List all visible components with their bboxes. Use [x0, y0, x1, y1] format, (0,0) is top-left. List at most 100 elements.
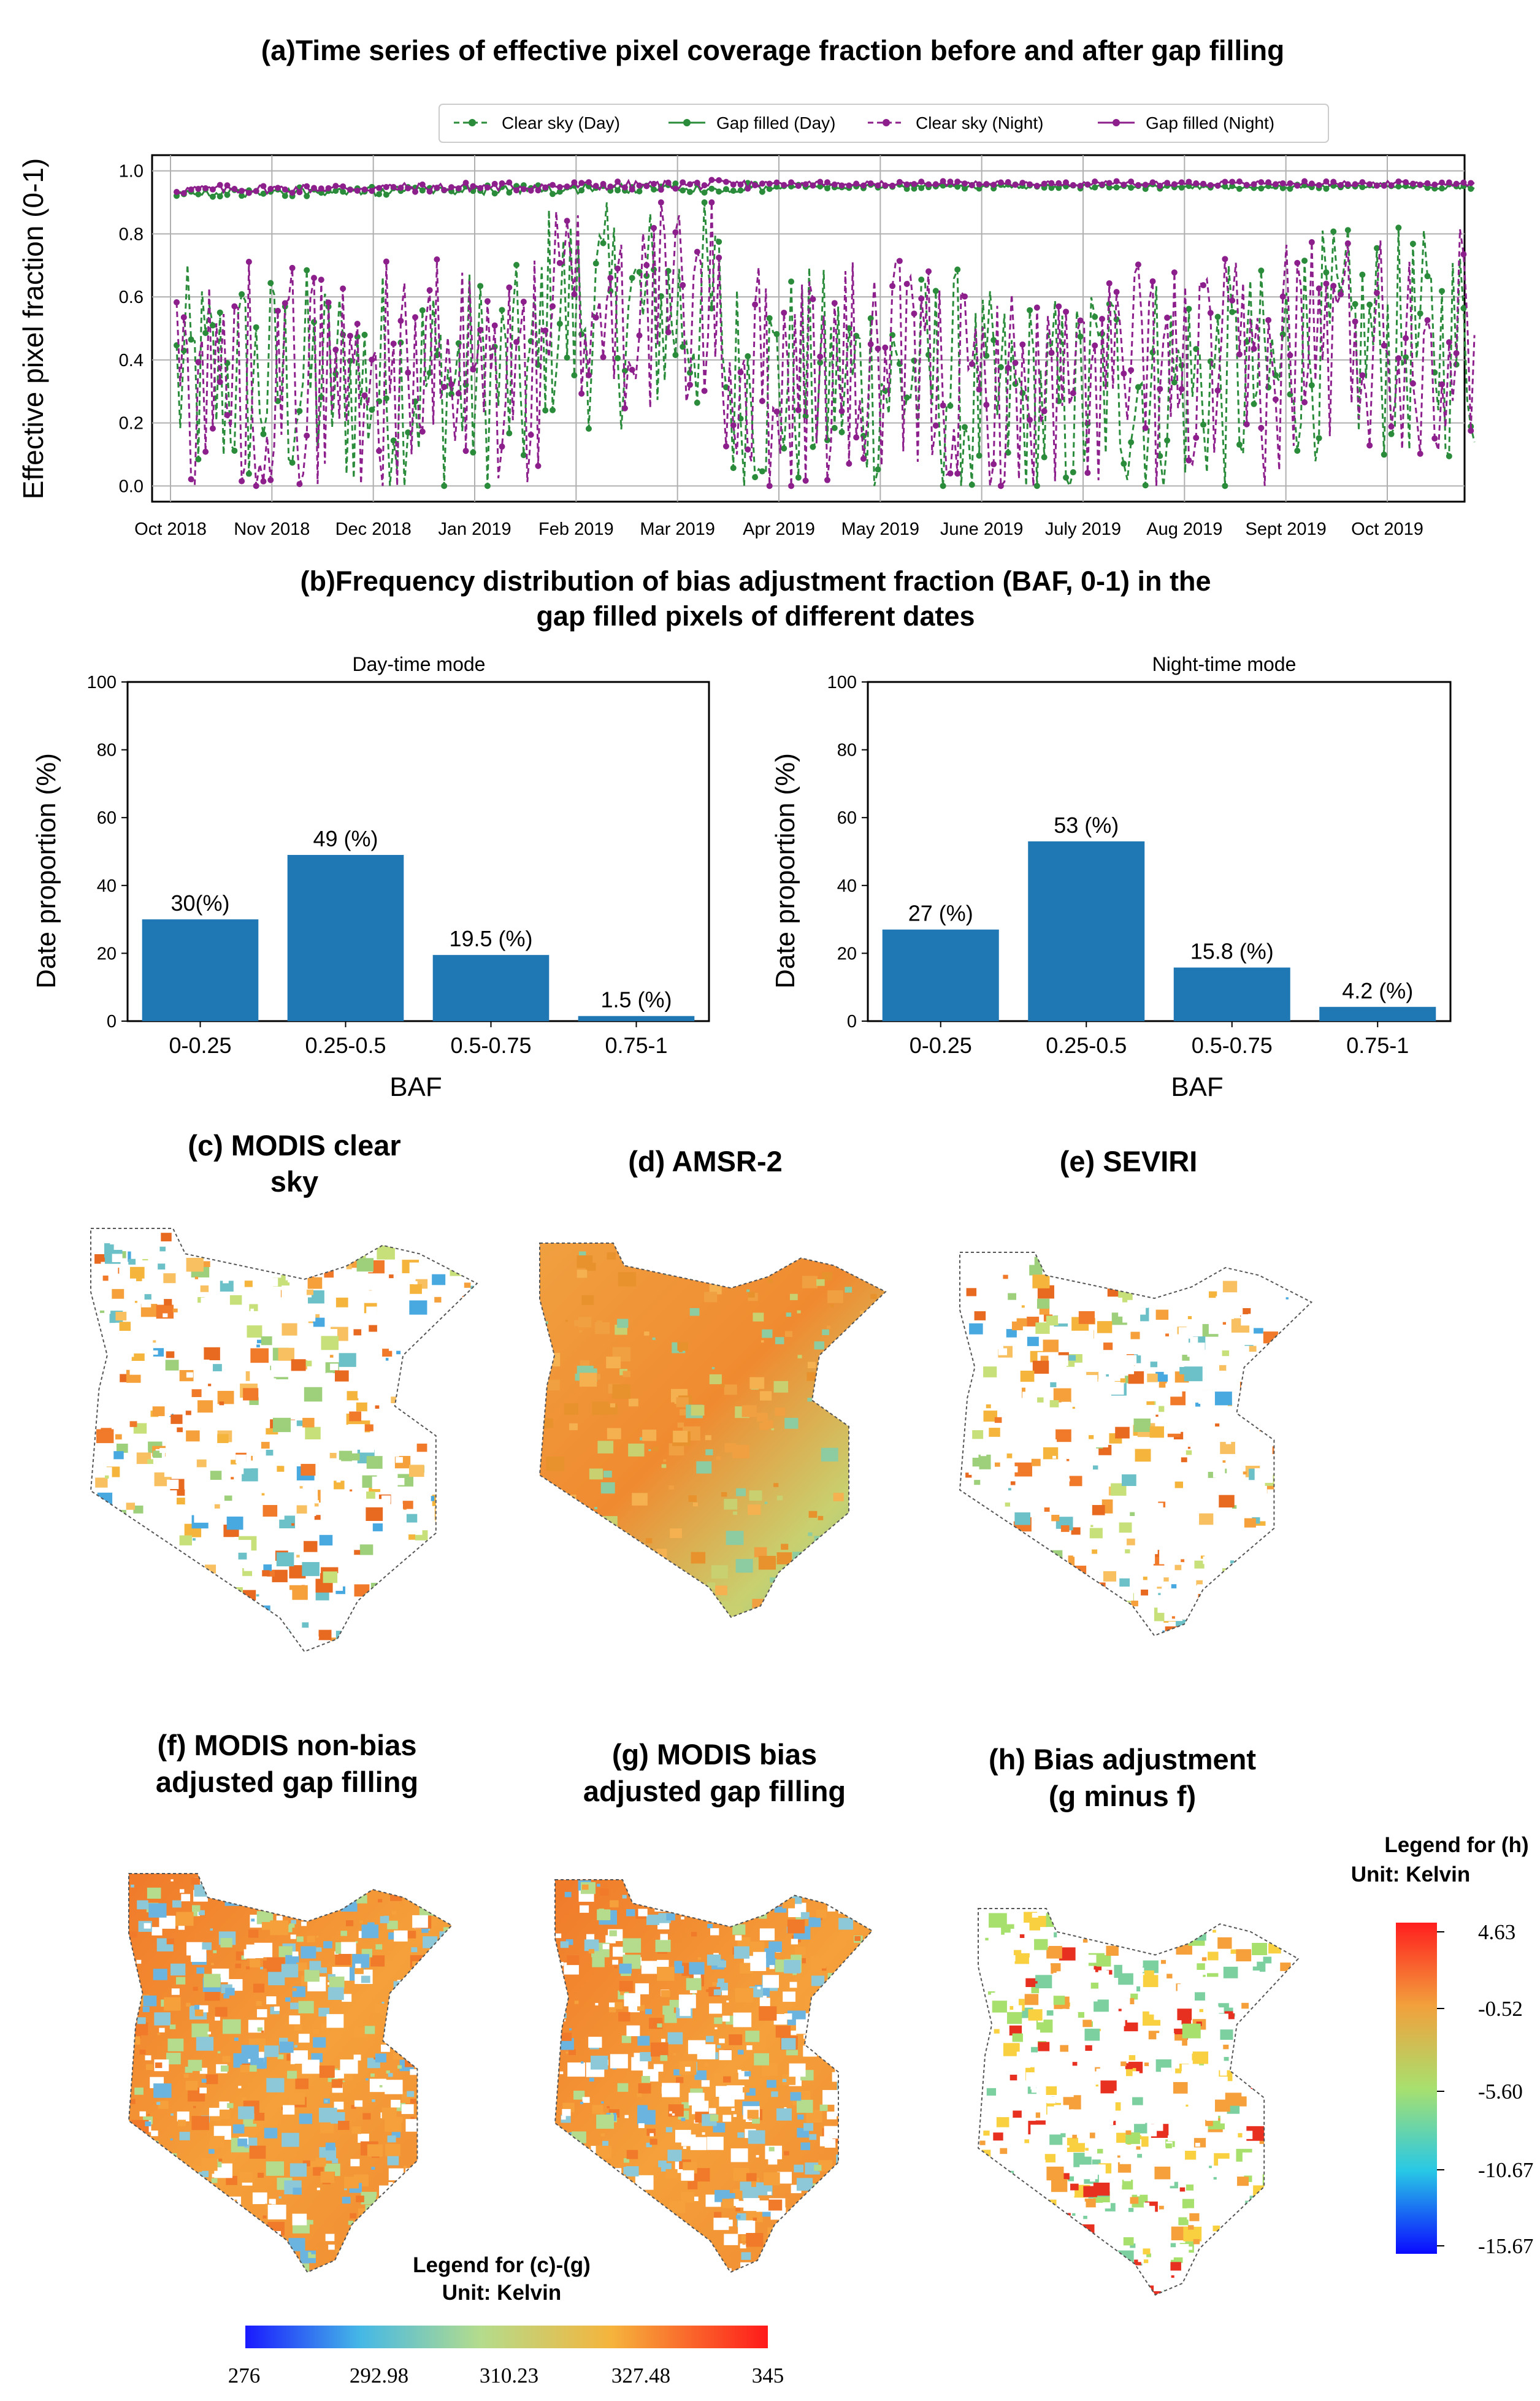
map-c-title: (c) MODIS clear sky [188, 1129, 400, 1198]
series-point [665, 329, 672, 335]
series-point [369, 407, 375, 413]
series-point [405, 429, 412, 436]
panel-a-ytick: 0.8 [119, 224, 144, 244]
series-point [332, 183, 339, 190]
series-point [1279, 293, 1286, 300]
legend-cg-tick: 292.98 [350, 2364, 408, 2388]
series-point [722, 178, 729, 185]
series-point [1424, 317, 1431, 324]
series-point [997, 179, 1004, 186]
series-point [1330, 178, 1337, 185]
series-point [940, 178, 946, 185]
series-clear-sky-night- [174, 199, 1476, 489]
series-point [1439, 381, 1446, 388]
series-point [397, 185, 404, 191]
bar-category-label: 0-0.25 [169, 1033, 231, 1058]
series-point [1055, 180, 1062, 186]
series-point [188, 186, 194, 193]
series-point [209, 425, 216, 432]
series-point [390, 340, 397, 347]
map-f-title: (f) MODIS non-bias adjusted gap filling [156, 1729, 418, 1798]
bar-ytick: 0 [107, 1012, 117, 1032]
series-point [1431, 182, 1438, 188]
series-point [1222, 178, 1228, 185]
series-point [383, 183, 389, 190]
series-point [1338, 291, 1344, 297]
bar-value-label: 4.2 (%) [1342, 978, 1413, 1003]
series-point [932, 181, 939, 188]
series-point [701, 199, 708, 206]
series-point [903, 181, 910, 188]
series-point [1207, 182, 1214, 188]
series-point [1431, 435, 1438, 442]
series-point [1409, 240, 1416, 247]
series-point [383, 258, 389, 265]
series-point [1063, 474, 1070, 481]
series-point [195, 185, 202, 192]
series-point [318, 185, 324, 192]
series-point [1186, 457, 1192, 464]
series-point [1366, 301, 1373, 308]
series-point [419, 307, 426, 313]
series-point [1258, 424, 1265, 431]
series-point [1251, 345, 1257, 352]
series-point [1359, 184, 1366, 191]
bar-axes-frame [126, 681, 710, 1022]
series-point [1027, 181, 1033, 188]
series-point [506, 179, 513, 186]
series-point [1121, 182, 1127, 188]
series-point [853, 434, 860, 441]
series-point [376, 185, 383, 191]
series-point [289, 459, 296, 466]
series-point [484, 298, 491, 305]
series-point [1142, 482, 1149, 489]
series-point [1171, 181, 1178, 188]
series-point [1012, 359, 1019, 366]
series-point [636, 182, 643, 189]
series-point [1019, 180, 1026, 186]
svg-text:adjusted gap filling: adjusted gap filling [156, 1766, 418, 1798]
series-point [875, 345, 881, 352]
series-point [932, 288, 939, 294]
night-bar-chart: 0 20 40 60 80 100 27 (%) 0-0.25 53 (%) 0.25-0.5 15… [827, 673, 1452, 1058]
series-point [376, 448, 383, 454]
series-point [224, 182, 231, 189]
series-point [405, 369, 412, 376]
series-point [954, 178, 961, 185]
series-point [477, 326, 484, 333]
series-point [701, 388, 708, 394]
series-point [1366, 181, 1373, 188]
series-point [759, 468, 765, 475]
series-point [260, 478, 267, 484]
series-point [282, 186, 288, 193]
series-point [745, 353, 751, 359]
series-point [680, 281, 686, 288]
panel-a-xtick: July 2019 [1045, 519, 1121, 539]
series-point [448, 381, 454, 388]
series-point [419, 181, 426, 188]
series-point [621, 405, 628, 412]
series-point [621, 184, 628, 191]
bar-category-label: 0.25-0.5 [1046, 1033, 1127, 1058]
series-point [940, 402, 946, 409]
series-point [1409, 380, 1416, 387]
series-line [175, 202, 1476, 489]
series-point [550, 303, 556, 310]
series-point [889, 182, 896, 189]
svg-text:(h) Bias adjustment: (h) Bias adjustment [989, 1743, 1256, 1775]
series-point [506, 284, 513, 291]
series-point [592, 260, 599, 267]
series-point [824, 185, 830, 192]
series-point [202, 329, 209, 336]
series-point [1048, 185, 1055, 191]
series-point [1236, 351, 1243, 358]
series-point [1200, 282, 1207, 289]
legend-h-tick: -0.52 [1478, 1997, 1523, 2021]
series-point [1323, 269, 1330, 276]
series-point [773, 408, 780, 415]
series-point [397, 318, 404, 324]
series-point [810, 296, 816, 302]
panel-a-plot [151, 154, 1476, 503]
series-point [1077, 333, 1084, 340]
series-point [788, 483, 795, 489]
